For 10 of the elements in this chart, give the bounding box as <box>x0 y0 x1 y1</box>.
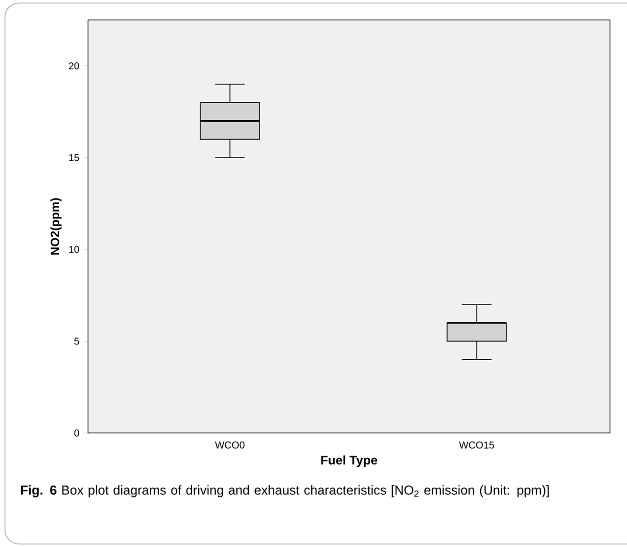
y-tick-label: 15 <box>69 154 80 162</box>
text: Fig. 6 Box plot diagrams of driving and exhaust characteristics [NO$_{2}$ emission (Unit: ppm)] <box>21 485 549 498</box>
y-tick-label: 0 <box>74 429 80 437</box>
x-tick-label: WCO0 <box>215 442 244 449</box>
y-tick-label: 10 <box>69 246 80 253</box>
y-axis-title: NO2(ppm) <box>50 198 62 255</box>
y-tick-label: 5 <box>74 338 80 345</box>
y-tick-label: 20 <box>68 62 80 70</box>
x-axis-title: Fuel Type <box>321 455 378 467</box>
x-tick-label: WCO15 <box>459 442 494 449</box>
